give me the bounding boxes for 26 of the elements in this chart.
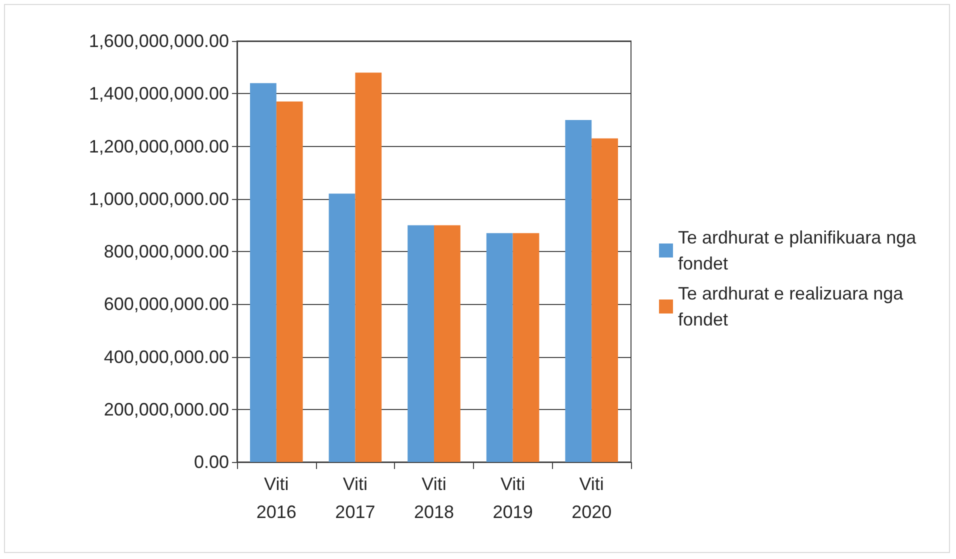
bar <box>328 194 356 462</box>
x-tick-label: Viti 2017 <box>335 474 376 522</box>
bar <box>512 233 540 462</box>
x-tick-label: Viti 2020 <box>572 474 612 522</box>
x-tick-label: Viti 2019 <box>492 474 533 522</box>
bar <box>276 102 303 462</box>
y-tick-label: 200,000,000.00 <box>104 399 229 420</box>
legend-label: Te ardhurat e realizuara nga fondet <box>678 284 908 330</box>
bar <box>250 83 276 462</box>
bar <box>355 72 382 462</box>
x-tick-label: Viti 2018 <box>414 474 454 522</box>
y-tick-label: 1,400,000,000.00 <box>88 84 229 104</box>
y-tick-label: 800,000,000.00 <box>104 242 229 262</box>
bar <box>434 225 460 462</box>
y-tick-label: 1,200,000,000.00 <box>88 136 229 156</box>
y-tick-label: 600,000,000.00 <box>104 294 229 314</box>
legend-label: Te ardhurat e planifikuara nga fondet <box>678 228 922 274</box>
y-tick-label: 1,000,000,000.00 <box>88 188 229 209</box>
bar <box>486 233 513 462</box>
bar <box>565 120 592 462</box>
y-tick-label: 0.00 <box>194 452 229 472</box>
bar <box>408 225 434 462</box>
y-tick-label: 400,000,000.00 <box>104 346 229 367</box>
y-tick-label: 1,600,000,000.00 <box>88 31 229 51</box>
bar <box>592 138 618 462</box>
x-tick-label: Viti 2016 <box>256 474 296 522</box>
